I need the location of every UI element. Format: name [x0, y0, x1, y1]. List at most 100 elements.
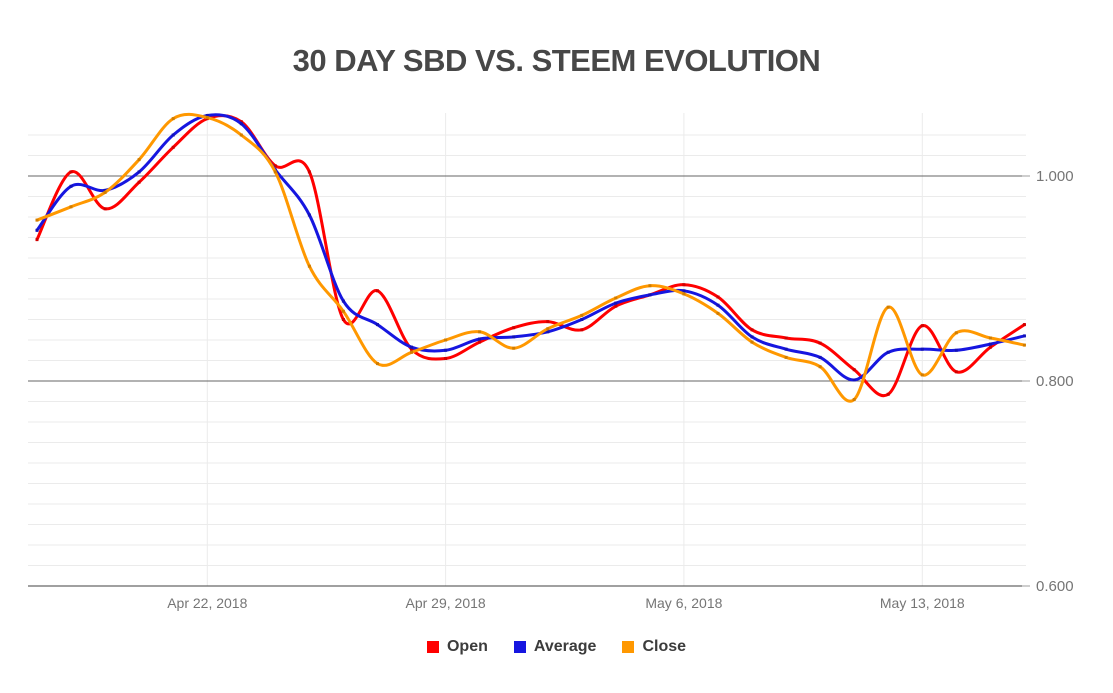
series-point-open: [920, 324, 924, 328]
series-point-close: [580, 313, 584, 317]
series-point-average: [307, 213, 311, 217]
series-point-close: [512, 346, 516, 350]
series-point-close: [307, 264, 311, 268]
series-point-open: [614, 304, 618, 308]
series-point-open: [410, 347, 413, 351]
series-point-close: [614, 296, 618, 300]
series-point-close: [103, 190, 107, 194]
series-point-open: [273, 164, 277, 168]
series-point-open: [716, 295, 720, 299]
series-point-open: [784, 336, 788, 340]
series-point-open: [376, 289, 379, 293]
series-point-close: [954, 331, 958, 335]
series-point-open: [750, 328, 754, 332]
series-point-open: [546, 320, 550, 324]
series-point-open: [171, 145, 175, 149]
legend-label-open: Open: [446, 638, 488, 655]
series-point-open: [444, 357, 448, 360]
series-point-open: [954, 370, 958, 374]
series-point-close: [444, 338, 448, 342]
close-series-swatch-icon: [622, 641, 635, 653]
legend-item-close: Close: [622, 638, 686, 656]
chart-title: 30 DAY SBD VS. STEEM EVOLUTION: [292, 43, 821, 78]
open-series-swatch-icon: [426, 641, 439, 653]
series-point-close: [69, 205, 73, 209]
series-point-average: [137, 170, 141, 174]
series-point-average: [920, 347, 924, 351]
series-point-average: [818, 355, 822, 359]
series-point-average: [614, 301, 618, 305]
y-axis-label: 0.600: [1036, 578, 1074, 595]
series-point-close: [478, 330, 482, 334]
series-point-close: [648, 284, 652, 288]
series-point-average: [171, 133, 175, 137]
series-point-close: [852, 398, 856, 401]
series-point-close: [886, 305, 890, 309]
legend-label-close: Close: [642, 638, 687, 655]
series-point-average: [546, 330, 550, 334]
series-point-close: [818, 365, 822, 369]
series-point-close: [239, 133, 243, 137]
series-point-average: [682, 289, 686, 293]
series-point-close: [546, 327, 550, 331]
series-point-close: [205, 116, 209, 120]
x-axis-label: May 13, 2018: [880, 595, 965, 611]
series-point-average: [376, 323, 379, 327]
legend-item-average: Average: [513, 638, 597, 656]
x-axis-label: May 6, 2018: [645, 595, 722, 611]
series-point-close: [784, 355, 788, 359]
series-point-average: [478, 337, 482, 341]
series-point-open: [69, 170, 73, 174]
series-point-close: [920, 373, 924, 377]
series-point-close: [1022, 343, 1026, 347]
series-point-average: [954, 348, 958, 352]
series-point-close: [682, 292, 686, 296]
series-point-open: [818, 341, 822, 345]
series-point-close: [341, 309, 345, 313]
series-point-close: [35, 218, 39, 222]
series-point-average: [580, 318, 584, 321]
series-point-open: [35, 238, 39, 242]
series-point-close: [750, 340, 754, 344]
y-axis-label: 0.800: [1036, 373, 1074, 390]
series-point-average: [103, 188, 107, 192]
series-point-average: [750, 335, 754, 339]
legend: Open Average Close: [0, 635, 1113, 659]
series-point-open: [580, 328, 584, 332]
series-point-average: [205, 114, 209, 117]
series-point-open: [852, 368, 856, 372]
series-point-average: [988, 342, 992, 346]
series-point-average: [69, 184, 73, 188]
series-point-average: [410, 345, 413, 349]
series-point-open: [478, 340, 482, 344]
chart-svg: 1.000 0.800 0.600 Apr 22, 2018 Apr 29, 2018 M…: [28, 112, 1074, 611]
series-point-close: [137, 158, 141, 162]
series-point-average: [444, 348, 448, 352]
series-point-open: [137, 180, 141, 184]
series-point-close: [988, 336, 992, 340]
series-point-close: [273, 170, 277, 174]
series-point-average: [239, 122, 243, 126]
series-point-close: [376, 362, 379, 366]
series-point-open: [341, 318, 345, 321]
series-point-average: [341, 299, 345, 303]
series-point-open: [682, 283, 686, 287]
series-point-average: [648, 293, 652, 297]
series-point-average: [784, 347, 788, 351]
series-point-close: [410, 350, 413, 354]
y-axis-label: 1.000: [1036, 168, 1074, 185]
series-point-open: [1022, 323, 1026, 327]
series-point-average: [35, 228, 39, 232]
series-point-open: [512, 326, 516, 330]
x-axis-label: Apr 22, 2018: [167, 595, 247, 611]
series-point-open: [103, 207, 107, 211]
series-point-close: [171, 117, 175, 121]
legend-label-average: Average: [533, 638, 597, 655]
series-point-open: [988, 345, 992, 349]
series-point-average: [1022, 334, 1026, 338]
x-axis-label: Apr 29, 2018: [406, 595, 486, 611]
series-point-average: [512, 335, 516, 339]
series-point-open: [307, 170, 311, 174]
series-point-average: [886, 350, 890, 354]
